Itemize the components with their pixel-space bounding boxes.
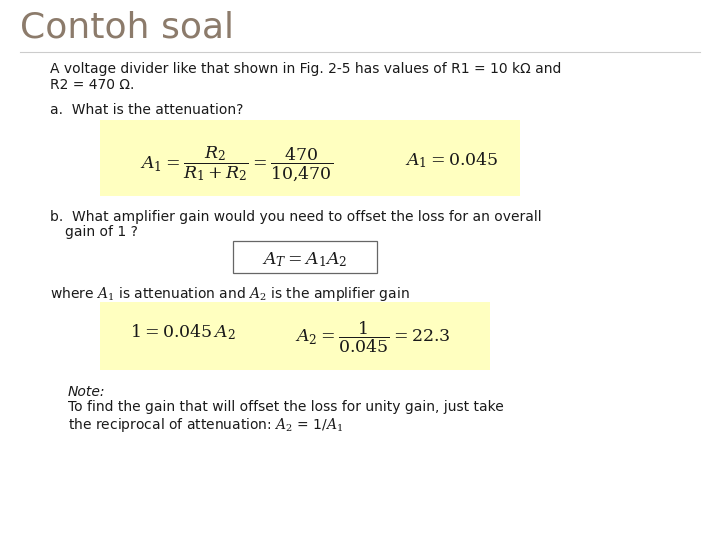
Text: Note:: Note: xyxy=(68,385,106,399)
Text: b.  What amplifier gain would you need to offset the loss for an overall: b. What amplifier gain would you need to… xyxy=(50,210,541,224)
Text: the reciprocal of attenuation: $A_2$ = 1/$A_1$: the reciprocal of attenuation: $A_2$ = 1… xyxy=(68,416,343,434)
Text: R2 = 470 Ω.: R2 = 470 Ω. xyxy=(50,78,135,92)
Text: $A_1 = 0.045$: $A_1 = 0.045$ xyxy=(405,150,499,170)
Text: Contoh soal: Contoh soal xyxy=(20,10,234,44)
Text: where $A_1$ is attenuation and $A_2$ is the amplifier gain: where $A_1$ is attenuation and $A_2$ is … xyxy=(50,285,410,303)
FancyBboxPatch shape xyxy=(100,120,520,196)
Text: gain of 1 ?: gain of 1 ? xyxy=(65,225,138,239)
Text: $A_T = A_1 A_2$: $A_T = A_1 A_2$ xyxy=(262,250,348,269)
Text: a.  What is the attenuation?: a. What is the attenuation? xyxy=(50,103,243,117)
FancyBboxPatch shape xyxy=(233,241,377,273)
Text: $A_1 = \dfrac{R_2}{R_1+R_2} = \dfrac{470}{10{,}470}$: $A_1 = \dfrac{R_2}{R_1+R_2} = \dfrac{470… xyxy=(140,145,333,184)
Text: $1 = 0.045\,A_2$: $1 = 0.045\,A_2$ xyxy=(130,322,235,342)
Text: To find the gain that will offset the loss for unity gain, just take: To find the gain that will offset the lo… xyxy=(68,400,504,414)
Text: A voltage divider like that shown in Fig. 2-5 has values of R1 = 10 kΩ and: A voltage divider like that shown in Fig… xyxy=(50,62,562,76)
FancyBboxPatch shape xyxy=(100,302,490,370)
Text: $A_2 = \dfrac{1}{0.045} = 22.3$: $A_2 = \dfrac{1}{0.045} = 22.3$ xyxy=(295,320,451,355)
